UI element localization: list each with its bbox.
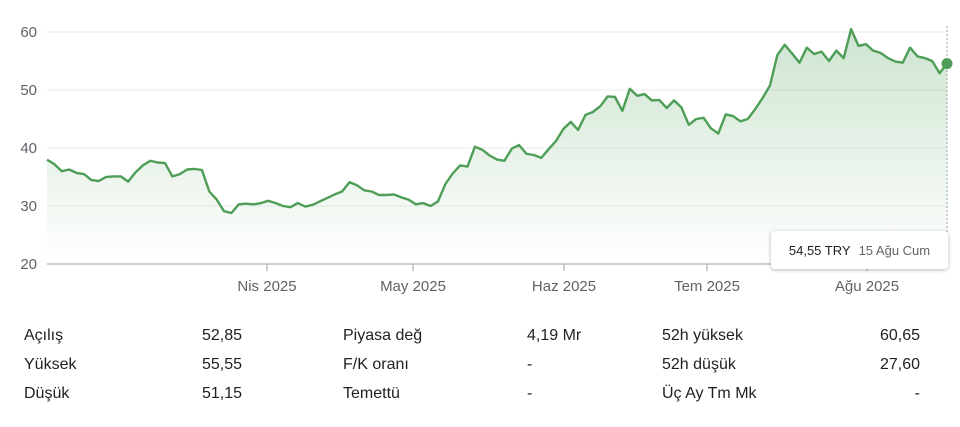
x-tick-label: Ağu 2025 <box>835 278 899 295</box>
stat-label: Açılış <box>24 327 64 344</box>
price-tooltip: 54,55 TRY 15 Ağu Cum <box>771 231 948 269</box>
y-tick-label: 20 <box>20 256 37 273</box>
y-tick-label: 50 <box>20 82 37 99</box>
stat-label: Yüksek <box>24 356 77 373</box>
stat-value: - <box>527 385 533 402</box>
price-chart[interactable]: 20 30 40 50 60 Nis 2025 May 2025 Haz 2025 Tem 2… <box>0 0 960 300</box>
x-tick-label: Tem 2025 <box>674 278 740 295</box>
stat-value: 4,19 Mr <box>527 327 582 344</box>
x-axis: Nis 2025 May 2025 Haz 2025 Tem 2025 Ağu 2025 <box>237 264 899 295</box>
price-line <box>46 27 948 215</box>
stat-label: 52h yüksek <box>662 327 743 344</box>
stat-row: 52h yüksek 60,65 <box>0 322 960 350</box>
stat-label: Temettü <box>343 385 400 402</box>
stat-row: Düşük 51,15 <box>0 380 960 408</box>
stat-label: Üç Ay Tm Mk <box>662 385 757 402</box>
stat-label: F/K oranı <box>343 356 409 373</box>
tooltip-price: 54,55 TRY <box>788 242 851 258</box>
stat-label: Piyasa değ <box>343 327 423 344</box>
y-tick-label: 30 <box>20 198 37 215</box>
stat-row: Yüksek 55,55 <box>0 351 960 379</box>
stat-row: Açılış 52,85 <box>0 322 960 350</box>
x-tick-label: May 2025 <box>380 278 446 295</box>
stat-value: 52,85 <box>201 327 242 344</box>
hover-dot <box>941 58 953 70</box>
stat-value: 55,55 <box>201 356 242 373</box>
y-tick-label: 60 <box>20 24 37 41</box>
stat-value: 27,60 <box>879 356 920 373</box>
stat-label: Düşük <box>24 385 70 402</box>
stat-row: Temettü - <box>0 380 960 408</box>
y-axis: 20 30 40 50 60 <box>20 24 37 273</box>
stat-label: 52h düşük <box>662 356 736 373</box>
stat-row: 52h düşük 27,60 <box>0 351 960 379</box>
stat-row: Üç Ay Tm Mk - <box>0 380 960 408</box>
tooltip-date: 15 Ağu Cum <box>858 242 931 258</box>
x-tick-label: Nis 2025 <box>237 278 296 295</box>
y-tick-label: 40 <box>20 140 37 157</box>
stat-row: F/K oranı - <box>0 351 960 379</box>
stat-value: 60,65 <box>879 327 920 344</box>
stat-value: 51,15 <box>201 385 242 402</box>
price-area <box>47 29 947 264</box>
x-tick-label: Haz 2025 <box>532 278 596 295</box>
stat-value: - <box>914 385 920 402</box>
stat-value: - <box>527 356 533 373</box>
stat-row: Piyasa değ 4,19 Mr <box>0 322 960 350</box>
